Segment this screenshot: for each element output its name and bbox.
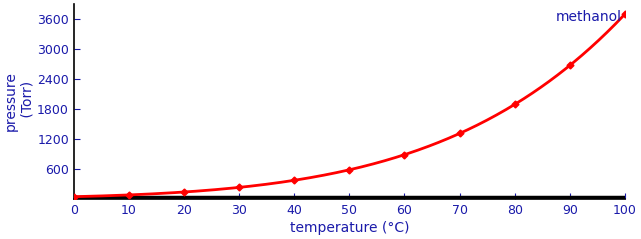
Y-axis label: pressure
 (Torr): pressure (Torr) [4,71,35,131]
Text: methanol: methanol [556,10,622,24]
X-axis label: temperature (°C): temperature (°C) [290,221,409,235]
